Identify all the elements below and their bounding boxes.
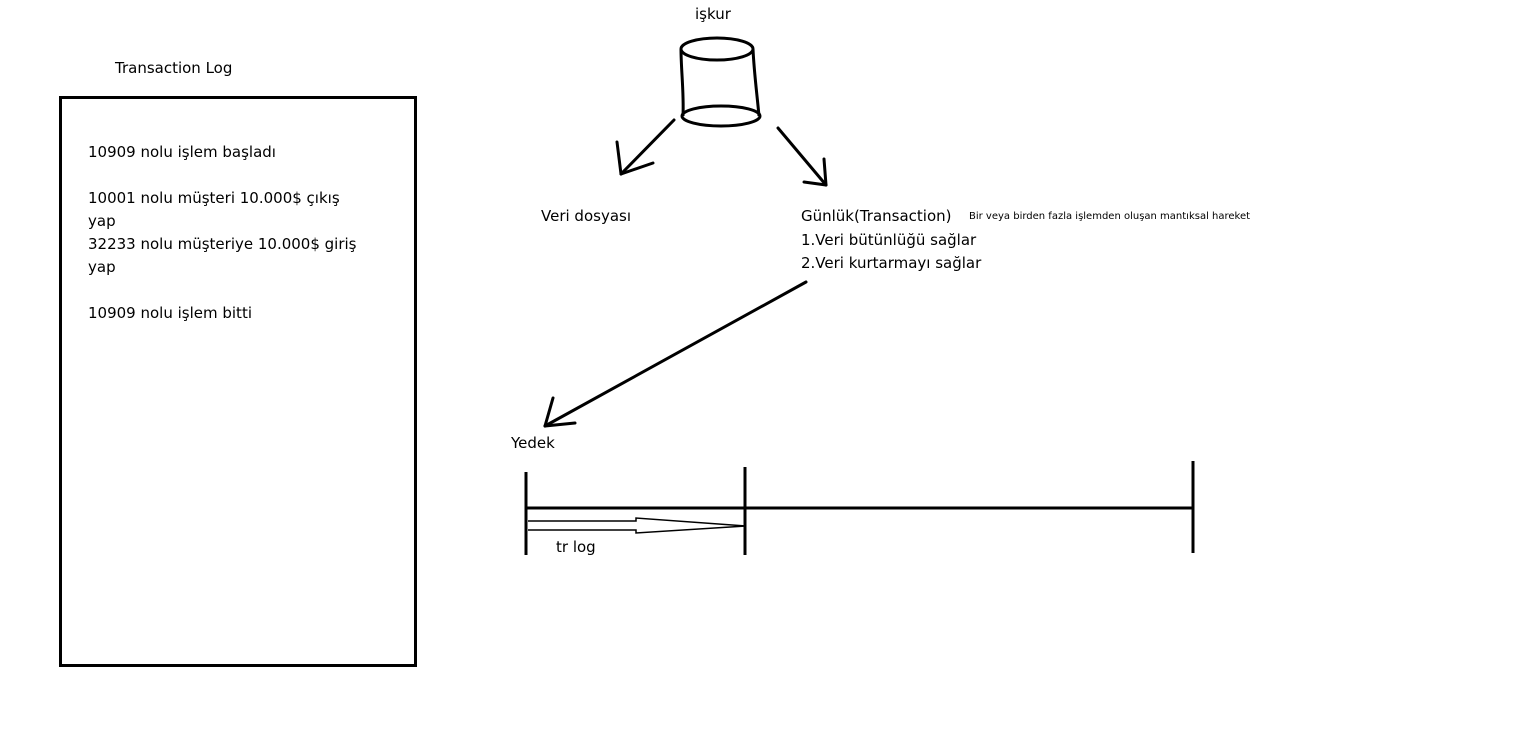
log-entry-debit: 10001 nolu müşteri 10.000$ çıkış yap (88, 189, 340, 230)
journal-definition: Bir veya birden fazla işlemden oluşan ma… (969, 211, 1251, 222)
transaction-log-title: Transaction Log (115, 59, 233, 77)
database-label: işkur (695, 5, 731, 23)
backup-label: Yedek (511, 434, 555, 452)
log-entry-end: 10909 nolu işlem bitti (88, 304, 252, 322)
journal-point-recovery: 2.Veri kurtarmayı sağlar (801, 254, 982, 272)
log-entry-start: 10909 nolu işlem başladı (88, 143, 276, 161)
arrow-to-backup (543, 280, 808, 428)
transaction-log-box: 10909 nolu işlem başladı 10001 nolu müşt… (59, 96, 417, 667)
log-entry-credit: 32233 nolu müşteriye 10.000$ giriş yap (88, 235, 357, 276)
arrow-to-journal (776, 126, 828, 187)
tr-log-label: tr log (556, 538, 596, 556)
data-file-label: Veri dosyası (541, 207, 631, 225)
timeline (524, 461, 1195, 555)
database-cylinder-icon (679, 36, 762, 128)
journal-title: Günlük(Transaction) (801, 207, 952, 225)
arrow-to-data-file (615, 118, 676, 176)
journal-point-integrity: 1.Veri bütünlüğü sağlar (801, 231, 977, 249)
tr-log-arrow (528, 517, 747, 534)
